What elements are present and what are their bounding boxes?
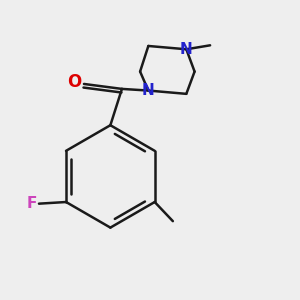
Text: F: F: [26, 196, 37, 211]
Text: N: N: [142, 83, 155, 98]
Text: O: O: [67, 73, 81, 91]
Text: N: N: [180, 42, 193, 57]
